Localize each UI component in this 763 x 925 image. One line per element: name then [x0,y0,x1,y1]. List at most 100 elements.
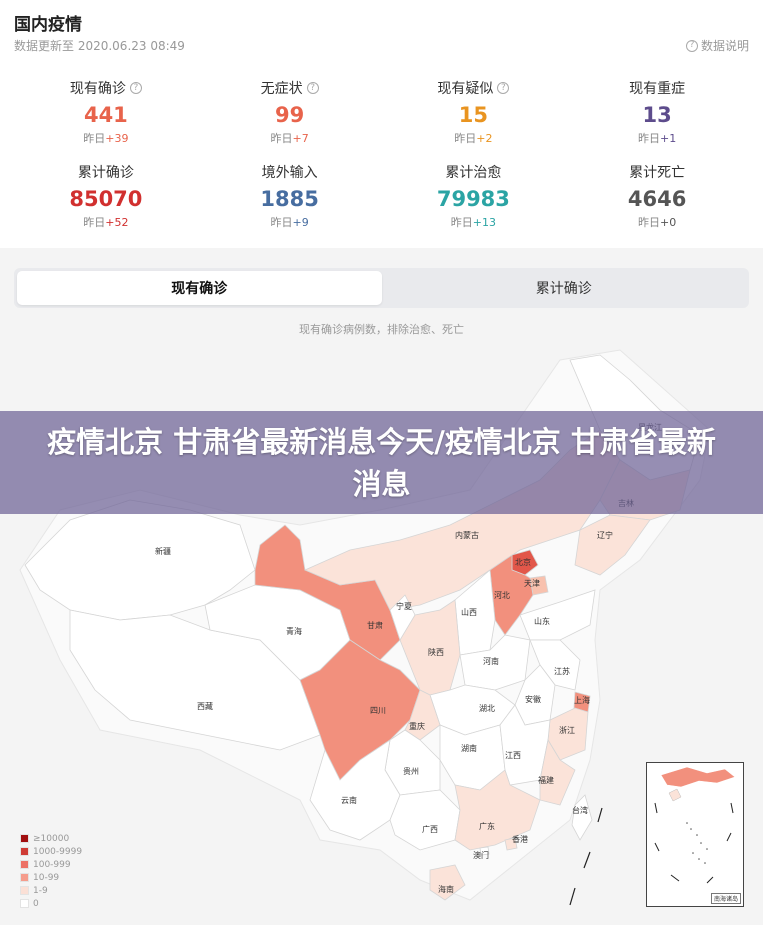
province-label: 澳门 [473,850,489,860]
province-label: 天津 [524,578,540,588]
legend-swatch [20,886,29,895]
stat-label: 现有疑似? [382,78,566,98]
province-label: 四川 [370,706,386,715]
province-label: 贵州 [403,766,419,776]
stat-label-text: 累计治愈 [445,162,501,182]
stat-label: 累计确诊 [14,162,198,182]
legend-item: 100-999 [20,858,82,871]
legend-label: 0 [33,899,39,909]
legend-label: ≥10000 [33,834,69,844]
province-label: 福建 [538,775,554,785]
stat-label-text: 现有重症 [629,78,685,98]
legend-swatch [20,847,29,856]
overlay-banner: 疫情北京 甘肃省最新消息今天/疫情北京 甘肃省最新消息 [0,411,763,514]
help-icon[interactable]: ? [307,82,319,94]
stat-delta: 昨日+2 [382,130,566,146]
province-label: 广东 [479,821,495,831]
help-icon[interactable]: ? [130,82,142,94]
legend-item: 10-99 [20,871,82,884]
tab-total-confirmed[interactable]: 累计确诊 [382,271,747,305]
province-label: 海南 [438,884,454,894]
island-mark [598,808,602,822]
banner-text: 疫情北京 甘肃省最新消息今天/疫情北京 甘肃省最新消息 [42,421,722,505]
stat-delta: 昨日+7 [198,130,382,146]
stat-delta: 昨日+52 [14,214,198,230]
south-sea-islands [647,763,743,906]
stat-value: 441 [14,102,198,128]
province-label: 甘肃 [367,620,383,630]
stat-label: 累计治愈 [382,162,566,182]
stat-card: 现有确诊? 441 昨日+39 [14,78,198,148]
stat-delta: 昨日+0 [565,214,749,230]
province-label: 北京 [515,557,531,567]
south-sea-inset: 南海诸岛 [646,762,744,907]
legend-label: 1000-9999 [33,847,82,857]
legend-swatch [20,873,29,882]
stat-value: 13 [565,102,749,128]
stat-value: 99 [198,102,382,128]
legend-item: 1000-9999 [20,845,82,858]
stat-delta: 昨日+13 [382,214,566,230]
stat-card: 无症状? 99 昨日+7 [198,78,382,148]
stat-card: 累计治愈 79983 昨日+13 [382,162,566,232]
stat-card: 累计确诊 85070 昨日+52 [14,162,198,232]
stat-card: 现有疑似? 15 昨日+2 [382,78,566,148]
island-mark [570,888,575,905]
summary-card: 国内疫情 数据更新至 2020.06.23 08:49 ? 数据说明 现有确诊?… [0,0,763,248]
stat-label-text: 累计死亡 [629,162,685,182]
stat-value: 85070 [14,186,198,212]
province-label: 重庆 [409,721,425,731]
stat-label: 现有重症 [565,78,749,98]
stat-label-text: 现有疑似 [437,78,493,98]
province-label: 内蒙古 [455,530,479,540]
data-explain-link[interactable]: ? 数据说明 [686,37,749,54]
province-label: 广西 [422,824,438,834]
stat-card: 境外输入 1885 昨日+9 [198,162,382,232]
legend-swatch [20,899,29,908]
province-label: 香港 [512,834,528,844]
province-label: 新疆 [155,546,171,556]
stat-label-text: 累计确诊 [78,162,134,182]
province-label: 陕西 [428,647,444,657]
province-label: 上海 [574,695,590,705]
page-title: 国内疫情 [14,10,82,35]
province-label: 浙江 [559,725,575,735]
map-legend: ≥10000 1000-9999 100-999 10-99 1-9 0 [20,832,82,910]
map-note: 现有确诊病例数，排除治愈、死亡 [0,321,763,337]
province-label: 安徽 [525,694,541,704]
legend-item: 0 [20,897,82,910]
data-explain-label: 数据说明 [701,37,749,54]
stat-card: 现有重症 13 昨日+1 [565,78,749,148]
inset-caption: 南海诸岛 [711,893,741,904]
legend-label: 100-999 [33,860,71,870]
stat-delta: 昨日+1 [565,130,749,146]
legend-swatch [20,834,29,843]
legend-swatch [20,860,29,869]
province-label: 河北 [494,590,510,600]
update-timestamp: 数据更新至 2020.06.23 08:49 [14,37,185,54]
province-label: 青海 [286,626,302,636]
stats-grid: 现有确诊? 441 昨日+39 无症状? 99 昨日+7 现有疑似? 15 昨日+2 现有重症 13… [14,78,749,232]
province-label: 台湾 [572,805,588,815]
province-label: 山西 [461,607,477,617]
province-label: 江西 [505,751,521,760]
province-label: 山东 [534,616,550,626]
province-label: 宁夏 [396,601,412,611]
stat-label-text: 境外输入 [262,162,318,182]
stat-label-text: 现有确诊 [70,78,126,98]
help-icon[interactable]: ? [497,82,509,94]
stat-card: 累计死亡 4646 昨日+0 [565,162,749,232]
province-label: 西藏 [197,701,213,711]
legend-label: 10-99 [33,873,59,883]
island-mark [584,852,590,868]
map-tabs: 现有确诊 累计确诊 [14,268,749,308]
tab-current-confirmed[interactable]: 现有确诊 [17,271,382,305]
legend-item: 1-9 [20,884,82,897]
stat-value: 4646 [565,186,749,212]
stat-value: 79983 [382,186,566,212]
stat-label-text: 无症状 [261,78,303,98]
legend-item: ≥10000 [20,832,82,845]
stat-label: 境外输入 [198,162,382,182]
stat-label: 现有确诊? [14,78,198,98]
province-label: 辽宁 [597,530,613,540]
